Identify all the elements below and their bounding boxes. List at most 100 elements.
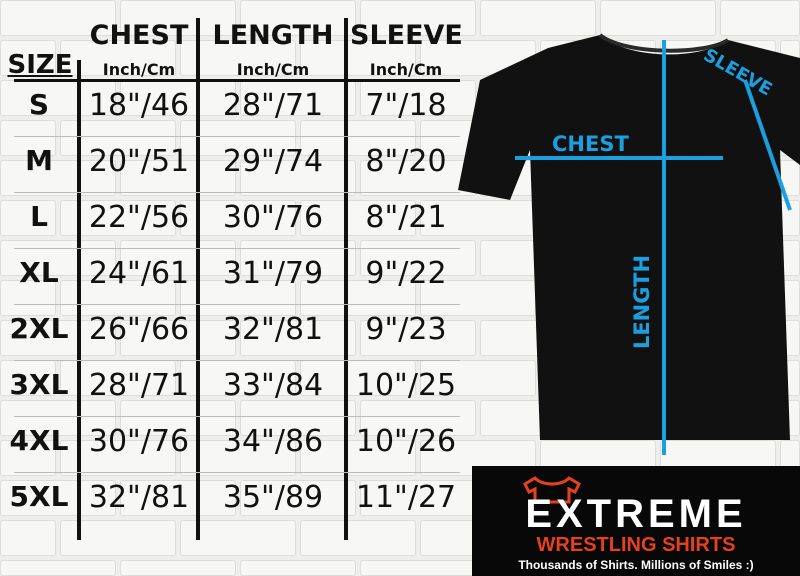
tshirt-shape (458, 35, 800, 440)
length-cell: 29"/74 (222, 144, 324, 179)
brick (0, 80, 116, 116)
size-header: SIZE (7, 50, 73, 80)
chest-cell: 28"/71 (88, 368, 190, 403)
length-cell: 35"/89 (222, 480, 324, 515)
tshirt-logo-icon (523, 476, 581, 504)
brick (0, 0, 116, 36)
length-label: LENGTH (630, 254, 655, 350)
row-divider (14, 136, 460, 137)
logo-name: EXTREME (525, 492, 747, 536)
brick (300, 440, 416, 476)
sleeve-cell: 9"/22 (365, 256, 447, 291)
size-cell: S (28, 88, 50, 121)
brick (120, 240, 236, 276)
chest-cell: 32"/81 (88, 480, 190, 515)
row-divider (14, 248, 460, 249)
sleeve-measure-line (743, 79, 792, 211)
brick (0, 520, 56, 556)
brick (120, 400, 236, 436)
brick (240, 480, 356, 516)
size-cell: 5XL (9, 480, 69, 513)
brick (300, 200, 416, 236)
brick (300, 40, 416, 76)
brick (120, 0, 236, 36)
brick (240, 240, 356, 276)
column-divider (196, 18, 200, 540)
length-cell: 33"/84 (222, 368, 324, 403)
brick (360, 480, 476, 516)
brick (300, 280, 416, 316)
row-divider (14, 192, 460, 193)
brick (0, 120, 56, 156)
brick (0, 40, 56, 76)
sleeve-cell: 7"/18 (365, 88, 447, 123)
brick (0, 400, 116, 436)
brick (0, 480, 116, 516)
brick (240, 400, 356, 436)
chest-cell: 24"/61 (88, 256, 190, 291)
length-unit: Inch/Cm (236, 60, 310, 79)
sleeve-cell: 8"/21 (365, 200, 447, 235)
brick (720, 0, 800, 36)
sleeve-unit: Inch/Cm (369, 60, 443, 79)
sleeve-cell: 10"/26 (355, 424, 457, 459)
brick (0, 160, 116, 196)
logo-subtitle: WRESTLING SHIRTS (536, 534, 736, 556)
brick (240, 0, 356, 36)
brick (360, 240, 476, 276)
brick (120, 480, 236, 516)
length-cell: 32"/81 (222, 312, 324, 347)
brick (0, 200, 56, 236)
brick (240, 320, 356, 356)
brand-logo: EXTREME WRESTLING SHIRTS Thousands of Sh… (472, 466, 800, 576)
brick (0, 320, 116, 356)
size-cell: L (30, 200, 48, 233)
length-cell: 34"/86 (222, 424, 324, 459)
length-cell: 31"/79 (222, 256, 324, 291)
brick (300, 520, 416, 556)
brick (0, 360, 56, 396)
brick (0, 440, 56, 476)
row-divider (14, 360, 460, 361)
brick (360, 80, 476, 116)
brick (360, 400, 476, 436)
chest-cell: 26"/66 (88, 312, 190, 347)
brick (360, 160, 476, 196)
chest-header: CHEST (89, 20, 189, 51)
brick (0, 240, 116, 276)
sleeve-cell: 8"/20 (365, 144, 447, 179)
length-cell: 30"/76 (222, 200, 324, 235)
size-cell: XL (19, 256, 59, 289)
brick (420, 360, 536, 396)
header-divider (14, 79, 460, 82)
size-cell: M (25, 144, 53, 177)
chest-label: CHEST (552, 132, 629, 156)
brick (420, 200, 536, 236)
row-divider (14, 416, 460, 417)
brick (360, 0, 476, 36)
sleeve-header: SLEEVE (350, 20, 463, 51)
chest-cell: 22"/56 (88, 200, 190, 235)
sleeve-cell: 10"/25 (355, 368, 457, 403)
size-cell: 4XL (9, 424, 69, 457)
row-divider (14, 472, 460, 473)
brick (600, 0, 716, 36)
row-divider (14, 304, 460, 305)
chest-cell: 18"/46 (88, 88, 190, 123)
brick (480, 0, 596, 36)
logo-tagline: Thousands of Shirts. Millions of Smiles … (518, 558, 754, 572)
chest-cell: 30"/76 (88, 424, 190, 459)
chest-cell: 20"/51 (88, 144, 190, 179)
length-cell: 28"/71 (222, 88, 324, 123)
brick (120, 160, 236, 196)
brick (300, 120, 416, 156)
size-cell: 3XL (9, 368, 69, 401)
sleeve-cell: 11"/27 (355, 480, 457, 515)
brick (240, 80, 356, 116)
chest-unit: Inch/Cm (102, 60, 176, 79)
column-divider (344, 18, 348, 540)
size-cell: 2XL (9, 312, 69, 345)
sleeve-cell: 9"/23 (365, 312, 447, 347)
brick (120, 320, 236, 356)
